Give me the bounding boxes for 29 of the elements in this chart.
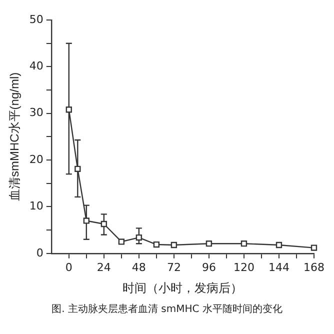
point bbox=[153, 241, 160, 248]
point bbox=[310, 244, 318, 251]
x-tick-label: 120 bbox=[233, 260, 254, 274]
point bbox=[136, 234, 142, 241]
point bbox=[74, 166, 81, 172]
x-tick-label: 96 bbox=[202, 260, 216, 274]
point bbox=[118, 238, 124, 245]
text: 图. 主动脉夹层患者血清 smMHC 水平随时间的变化 bbox=[50, 302, 284, 316]
y-tick-label: 30 bbox=[29, 106, 44, 120]
x-tick-label: 144 bbox=[268, 260, 290, 274]
point bbox=[100, 220, 107, 228]
point bbox=[66, 106, 72, 113]
x-axis-title: 时间（小时，发病后） bbox=[122, 281, 243, 296]
y-tick-label: 0 bbox=[36, 246, 44, 260]
point bbox=[276, 242, 282, 248]
y-tick-label: 20 bbox=[29, 152, 44, 166]
y-tick-label: 50 bbox=[29, 12, 44, 26]
point bbox=[240, 240, 248, 247]
x-tick-label: 48 bbox=[132, 260, 146, 274]
point bbox=[83, 218, 90, 224]
y-tick-label: 10 bbox=[29, 200, 44, 213]
point bbox=[170, 242, 178, 248]
x-tick-label: 0 bbox=[65, 260, 72, 274]
x-tick-label: 24 bbox=[96, 260, 111, 274]
point bbox=[206, 240, 212, 247]
x-tick-label: 72 bbox=[166, 260, 181, 274]
y-axis-title: 血清smMHC水平(ng/ml) bbox=[8, 72, 22, 202]
y-tick-label: 40 bbox=[29, 60, 44, 73]
x-tick-label: 168 bbox=[304, 260, 324, 274]
